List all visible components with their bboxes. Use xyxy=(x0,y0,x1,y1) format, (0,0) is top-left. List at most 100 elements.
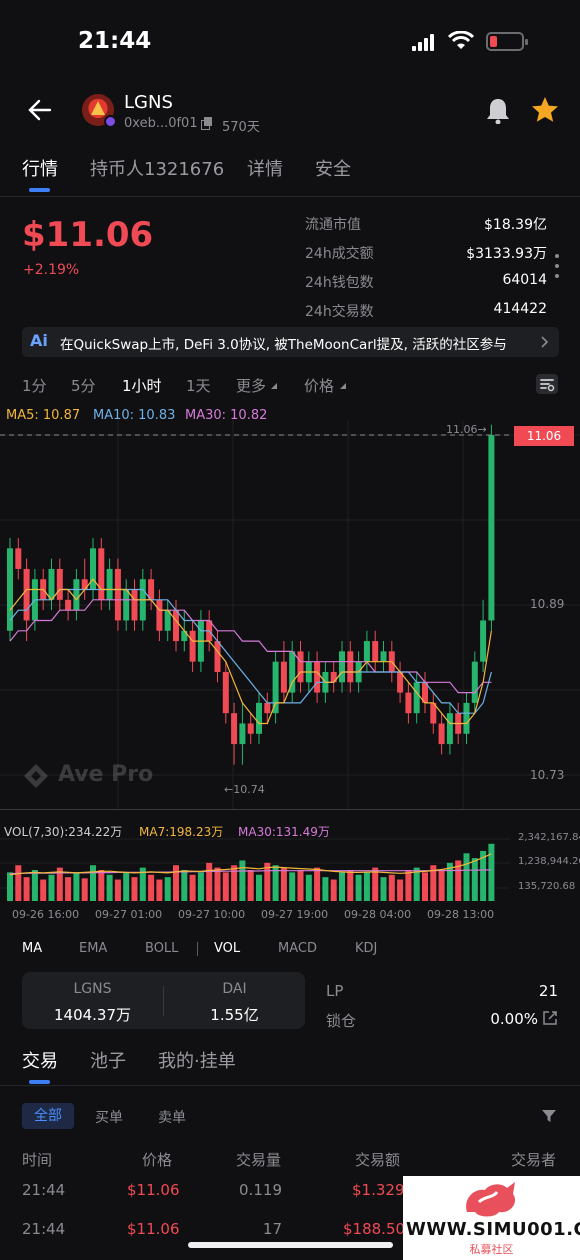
tab-pools[interactable]: 池子 xyxy=(90,1051,126,1072)
indicator-vol[interactable]: VOL xyxy=(214,941,241,956)
vol-ma30-line xyxy=(9,869,492,875)
volume-bar xyxy=(156,879,163,901)
filter-all[interactable]: 全部 xyxy=(22,1103,74,1129)
candle-body xyxy=(280,661,287,693)
volume-bar xyxy=(430,865,437,901)
timeframe-1h[interactable]: 1小时 xyxy=(122,377,162,395)
price-caret-icon xyxy=(340,383,346,389)
star-icon[interactable] xyxy=(531,96,559,123)
volume-bar xyxy=(305,874,312,901)
ma5-line xyxy=(9,578,492,725)
pool-box-divider xyxy=(163,986,164,1016)
bell-icon[interactable] xyxy=(485,96,511,124)
timeframe-1m[interactable]: 1分 xyxy=(22,377,47,395)
candle-body xyxy=(173,610,179,642)
tab-holders[interactable]: 持币人1321676 xyxy=(90,159,225,180)
indicator-boll[interactable]: BOLL xyxy=(145,941,179,956)
lp-label: LP xyxy=(326,982,344,1000)
candle-body xyxy=(114,568,121,621)
indicator-macd[interactable]: MACD xyxy=(278,941,317,956)
volume-bar xyxy=(330,879,337,901)
trade-amount: $1.329 xyxy=(352,1181,405,1199)
candle-body xyxy=(148,579,155,600)
volume-bar xyxy=(256,874,262,901)
candle-body xyxy=(123,589,130,621)
volume-bar xyxy=(31,870,38,901)
indicator-ma[interactable]: MA xyxy=(22,941,43,956)
more-dots-icon[interactable] xyxy=(555,254,559,280)
timeframe-1d[interactable]: 1天 xyxy=(186,377,211,395)
candle-body xyxy=(7,548,13,631)
vol-ma30-legend: MA30:131.49万 xyxy=(238,825,330,839)
candle-body xyxy=(189,630,196,662)
tab-details[interactable]: 详情 xyxy=(247,159,283,180)
candle-body xyxy=(156,599,163,631)
low-price-note: ←10.74 xyxy=(224,783,265,796)
timeframe-5m[interactable]: 5分 xyxy=(71,377,96,395)
tab-market[interactable]: 行情 xyxy=(22,159,58,180)
candle-body xyxy=(231,713,238,745)
chart-settings-icon[interactable] xyxy=(535,373,559,395)
candle-body xyxy=(405,692,412,714)
candle-body xyxy=(98,548,105,600)
volume-bar xyxy=(446,862,453,901)
indicator-kdj[interactable]: KDJ xyxy=(355,941,378,956)
candle-body xyxy=(23,568,30,621)
external-link-icon[interactable] xyxy=(542,1010,558,1026)
col-header-price: 价格 xyxy=(142,1151,173,1169)
tab-my-orders[interactable]: 我的·挂单 xyxy=(158,1051,236,1072)
volume-bar xyxy=(139,867,146,901)
timeframe-more[interactable]: 更多 xyxy=(236,377,267,395)
filter-buy[interactable]: 买单 xyxy=(95,1110,123,1126)
copy-icon[interactable] xyxy=(201,117,213,130)
volume-bar xyxy=(363,872,370,901)
tab-security[interactable]: 安全 xyxy=(315,159,351,180)
lock-value: 0.00% xyxy=(490,1010,538,1028)
candle-body xyxy=(446,713,453,745)
pool-token-a-amount: 1404.37万 xyxy=(53,1006,132,1024)
candle-body xyxy=(131,589,138,621)
ma30-line xyxy=(9,599,492,694)
time-label: 09-28 13:00 xyxy=(427,908,495,921)
filter-sell[interactable]: 卖单 xyxy=(158,1110,186,1126)
volume-bar xyxy=(372,867,379,901)
vol-legend: VOL(7,30):234.22万 xyxy=(4,825,123,839)
ai-summary-bar[interactable]: Ai 在QuickSwap上市, DeFi 3.0协议, 被TheMoonCar… xyxy=(22,327,559,357)
pool-reserves-box: LGNS 1404.37万 DAI 1.55亿 xyxy=(22,972,305,1029)
volume-chart[interactable] xyxy=(0,833,510,903)
volume-bar xyxy=(397,879,404,901)
volume-bar xyxy=(197,872,204,901)
indicator-ema[interactable]: EMA xyxy=(79,941,108,956)
volume-bar xyxy=(40,879,47,901)
candlestick-chart[interactable] xyxy=(0,420,580,810)
candle-body xyxy=(413,682,420,714)
volume-bar xyxy=(81,878,88,901)
volume-bar xyxy=(289,872,296,901)
pool-token-b-amount: 1.55亿 xyxy=(210,1006,259,1024)
filter-funnel-icon[interactable] xyxy=(541,1108,557,1124)
stat-value-wallets: 64014 xyxy=(502,272,547,288)
cellular-signal-icon xyxy=(412,34,438,51)
volume-bar xyxy=(405,870,412,901)
section-tab-indicator xyxy=(29,1080,50,1084)
volume-bar xyxy=(181,870,188,901)
trade-time: 21:44 xyxy=(22,1220,66,1238)
back-arrow-icon[interactable] xyxy=(28,99,52,121)
candle-body xyxy=(488,435,495,621)
stat-label-market-cap: 流通市值 xyxy=(305,217,361,233)
current-price-note: 11.06→ xyxy=(446,423,487,436)
candle-body xyxy=(222,671,229,714)
token-address[interactable]: 0xeb...0f01 xyxy=(124,116,198,131)
volume-bar xyxy=(189,874,196,901)
chart-type-price[interactable]: 价格 xyxy=(304,377,335,395)
candle-body xyxy=(239,723,246,745)
lp-value: 21 xyxy=(538,982,558,1000)
battery-icon xyxy=(486,32,528,51)
tab-trades[interactable]: 交易 xyxy=(22,1051,58,1072)
current-price: $11.06 xyxy=(22,215,154,255)
token-logo xyxy=(82,94,117,128)
volume-bar xyxy=(463,853,470,901)
stat-value-volume: $3133.93万 xyxy=(466,246,547,262)
volume-bar xyxy=(471,858,478,901)
trade-qty: 17 xyxy=(262,1220,282,1238)
